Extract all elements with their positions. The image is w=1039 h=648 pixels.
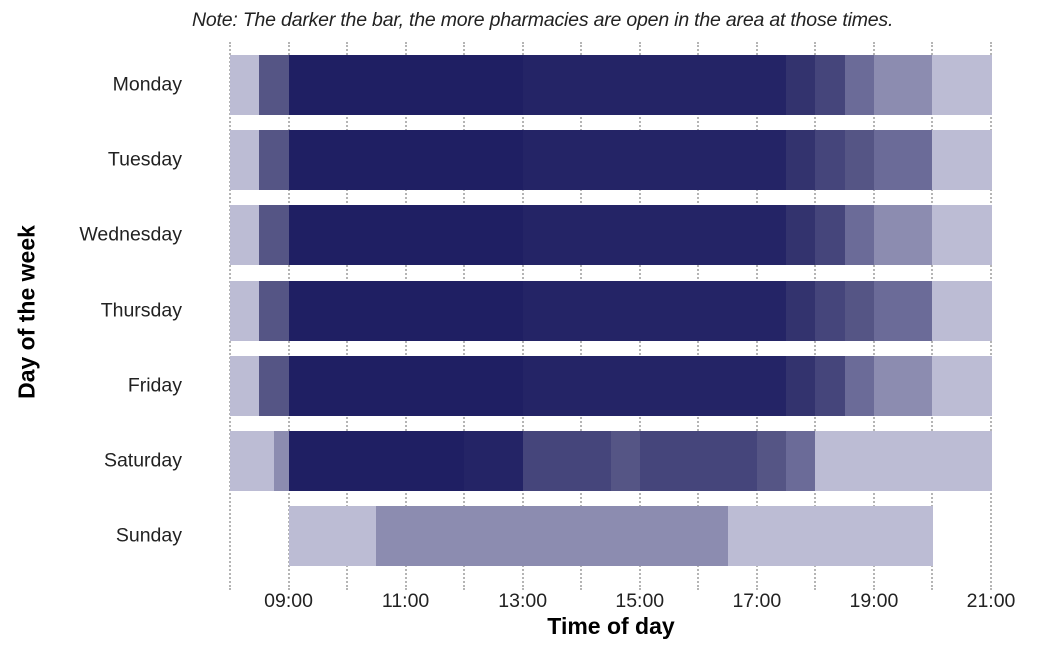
hours-segment	[610, 431, 641, 491]
hours-segment	[230, 431, 275, 491]
hours-segment	[288, 55, 524, 115]
x-tick-label: 11:00	[381, 590, 430, 612]
hours-segment	[815, 355, 846, 416]
day-row-tuesday	[230, 130, 992, 191]
hours-segment	[786, 130, 816, 191]
hours-segment	[230, 130, 260, 191]
hours-segment	[932, 205, 992, 266]
x-tick-label: 13:00	[498, 590, 548, 612]
hours-segment	[815, 205, 846, 266]
hours-segment	[288, 205, 524, 266]
hours-segment	[259, 130, 290, 191]
hours-segment	[786, 431, 816, 491]
x-tick-label: 15:00	[615, 590, 665, 612]
hours-segment	[873, 205, 934, 266]
hours-segment	[288, 431, 465, 491]
day-row-sunday	[230, 506, 991, 567]
day-row-saturday	[230, 431, 992, 491]
x-tick-label: 09:00	[264, 590, 313, 612]
hours-segment	[815, 130, 846, 191]
hours-segment	[230, 55, 260, 115]
hours-segment	[815, 280, 846, 341]
y-tick-label: Sunday	[115, 524, 182, 547]
hours-segment	[873, 355, 934, 416]
hours-segment	[230, 280, 260, 341]
hours-segment	[786, 280, 816, 341]
hours-segment	[786, 355, 816, 416]
y-axis-title: Day of the week	[13, 225, 40, 399]
hours-segment	[932, 280, 992, 341]
x-tick-label: 21:00	[966, 590, 1016, 612]
x-tick-label: 17:00	[732, 590, 782, 612]
hours-segment	[932, 55, 992, 115]
hours-segment	[522, 431, 612, 491]
plot-area	[229, 42, 992, 590]
hours-segment	[259, 355, 290, 416]
hours-segment	[815, 431, 992, 491]
hours-segment	[288, 280, 524, 341]
hours-segment	[815, 55, 846, 115]
hours-segment	[230, 355, 260, 416]
hours-segment	[727, 506, 934, 567]
hours-segment	[873, 130, 934, 191]
hours-segment	[932, 130, 992, 191]
hours-segment	[786, 205, 816, 266]
y-tick-label: Saturday	[103, 449, 182, 472]
hours-segment	[844, 280, 875, 341]
hours-segment	[259, 205, 290, 266]
day-row-friday	[230, 355, 992, 416]
y-tick-label: Monday	[112, 73, 182, 96]
day-row-wednesday	[230, 205, 992, 266]
hours-segment	[844, 205, 875, 266]
hours-segment	[522, 205, 787, 266]
hours-segment	[844, 355, 875, 416]
hours-segment	[756, 431, 787, 491]
hours-segment	[522, 280, 787, 341]
y-tick-label: Friday	[127, 374, 182, 397]
hours-segment	[786, 55, 816, 115]
hours-segment	[288, 355, 524, 416]
hours-segment	[259, 55, 290, 115]
hours-segment	[464, 431, 524, 491]
hours-segment	[230, 205, 260, 266]
hours-segment	[932, 355, 992, 416]
y-tick-label: Wednesday	[79, 223, 182, 246]
hours-segment	[288, 130, 524, 191]
hours-segment	[844, 55, 875, 115]
hours-segment	[522, 55, 787, 115]
y-tick-label: Thursday	[100, 299, 182, 322]
hours-segment	[376, 506, 729, 567]
day-row-thursday	[230, 280, 992, 341]
hours-segment	[259, 280, 290, 341]
hours-segment	[844, 130, 875, 191]
hours-segment	[522, 355, 787, 416]
hours-segment	[273, 431, 290, 491]
x-axis-title: Time of day	[547, 613, 675, 639]
x-tick-label: 19:00	[849, 590, 899, 612]
chart-note: Note: The darker the bar, the more pharm…	[192, 9, 894, 31]
hours-segment	[522, 130, 787, 191]
hours-segment	[639, 431, 758, 491]
hours-segment	[288, 506, 377, 567]
hours-segment	[873, 55, 934, 115]
day-row-monday	[230, 55, 992, 115]
y-tick-label: Tuesday	[107, 148, 182, 171]
hours-segment	[873, 280, 934, 341]
